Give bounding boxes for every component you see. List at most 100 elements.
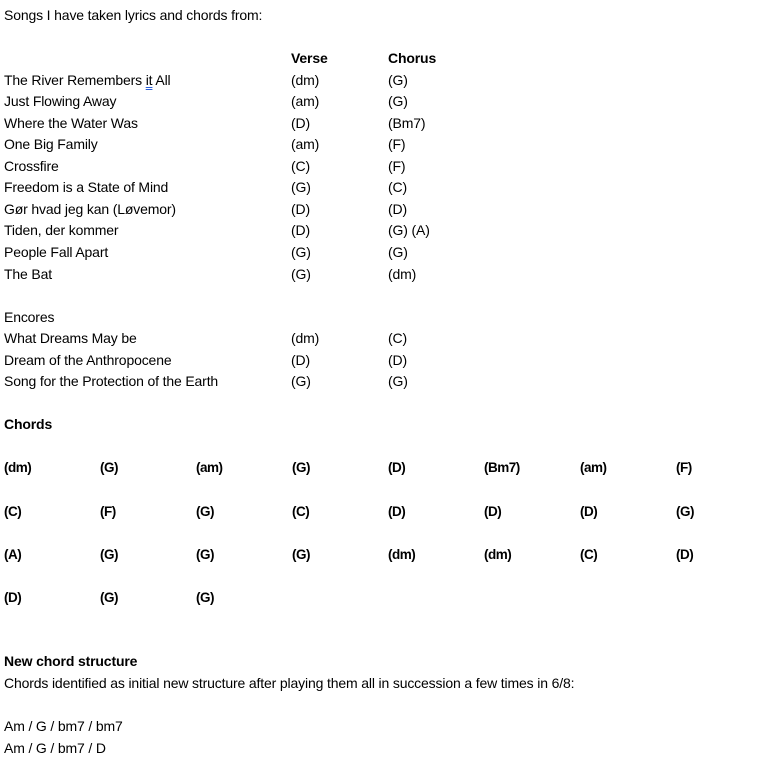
song-title: Tiden, der kommer [4,222,119,239]
verse-header: Verse [291,50,328,67]
song-title: Gør hvad jeg kan (Løvemor) [4,200,176,217]
verse-chord: (G) [291,179,311,196]
title-part: The River Remembers [4,71,146,88]
chord-cell: (dm) [388,546,416,562]
chord-cell: (am) [196,460,223,476]
verse-chord: (G) [291,265,311,282]
new-structure-heading: New chord structure [4,653,138,670]
chord-cell: (F) [676,460,692,476]
chorus-chord: (C) [388,179,407,196]
chorus-header: Chorus [388,50,437,67]
song-row: Gør hvad jeg kan (Løvemor) (D) (D) [4,199,776,221]
chord-cell: (C) [292,503,310,519]
song-row: Song for the Protection of the Earth (G) (… [4,371,776,393]
verse-chord: (D) [291,114,310,131]
verse-chord: (D) [291,222,310,239]
chord-cell: (am) [580,460,607,476]
chorus-chord: (F) [388,157,406,174]
chord-grid-row: (A) (G) (G) (G) (dm) (dm) (C) (D) [4,544,776,566]
chord-cell: (dm) [484,546,512,562]
song-row: Freedom is a State of Mind (G) (C) [4,177,776,199]
chords-heading: Chords [4,416,53,433]
chord-cell: (D) [484,503,502,519]
song-row: What Dreams May be (dm) (C) [4,328,776,350]
chord-cell: (G) [196,503,215,519]
chord-cell: (D) [388,460,406,476]
chorus-chord: (G) [388,71,408,88]
intro-text: Songs I have taken lyrics and chords fro… [4,7,263,23]
song-title: Crossfire [4,157,59,174]
chord-cell: (F) [100,503,116,519]
chord-cell: (dm) [4,460,32,476]
title-part: All [152,71,171,88]
verse-chord: (D) [291,351,310,368]
song-row: Tiden, der kommer (D) (G) (A) [4,220,776,242]
chorus-chord: (G) [388,93,408,110]
chorus-chord: (G) [388,373,408,390]
chord-grid-row: (dm) (G) (am) (G) (D) (Bm7) (am) (F) [4,457,776,479]
new-structure-description: Chords identified as initial new structu… [4,674,575,691]
song-title: One Big Family [4,136,98,153]
verse-chord: (G) [291,244,311,261]
verse-chord: (D) [291,200,310,217]
chord-cell: (C) [4,503,22,519]
chord-grid-row: (D) (G) (G) [4,587,776,609]
song-row: Just Flowing Away (am) (G) [4,91,776,113]
song-title: Just Flowing Away [4,93,117,110]
chord-cell: (G) [292,460,311,476]
chord-cell: (D) [580,503,598,519]
verse-chord: (C) [291,157,310,174]
song-title: The Bat [4,265,52,282]
spacer [4,565,776,587]
song-row: Crossfire (C) (F) [4,156,776,178]
chorus-chord: (C) [388,330,407,347]
chord-cell: (G) [292,546,311,562]
song-row: One Big Family (am) (F) [4,134,776,156]
song-row: Dream of the Anthropocene (D) (D) [4,350,776,372]
chord-cell: (D) [676,546,694,562]
chord-cell: (G) [100,460,119,476]
song-title: People Fall Apart [4,244,109,261]
song-title: Where the Water Was [4,114,138,131]
song-row: People Fall Apart (G) (G) [4,242,776,264]
chorus-chord: (D) [388,200,407,217]
song-row: The River Remembers it All (dm) (G) [4,70,776,92]
spacer [4,522,776,544]
column-headers: Verse Chorus [4,48,776,70]
chorus-chord: (Bm7) [388,114,426,131]
chord-cell: (Bm7) [484,460,520,476]
flagged-word: it [145,71,153,88]
chord-grid-row: (C) (F) (G) (C) (D) (D) (D) (G) [4,501,776,523]
verse-chord: (am) [291,93,320,110]
chord-cell: (D) [388,503,406,519]
chord-cell: (G) [100,546,119,562]
chorus-chord: (G) (A) [388,222,430,239]
verse-chord: (dm) [291,330,320,347]
chord-cell: (C) [580,546,598,562]
chord-cell: (G) [676,503,695,519]
verse-chord: (am) [291,136,320,153]
song-row: Where the Water Was (D) (Bm7) [4,113,776,135]
chord-cell: (D) [4,589,22,605]
song-row: The Bat (G) (dm) [4,264,776,286]
chord-cell: (G) [196,546,215,562]
structure-line: Am / G / bm7 / D [4,739,106,756]
song-title: Song for the Protection of the Earth [4,373,219,390]
song-title: Freedom is a State of Mind [4,179,169,196]
chord-cell: (G) [196,589,215,605]
chorus-chord: (D) [388,351,407,368]
chorus-chord: (dm) [388,265,417,282]
chord-cell: (G) [100,589,119,605]
structure-line: Am / G / bm7 / bm7 [4,718,123,735]
song-title: Dream of the Anthropocene [4,351,172,368]
chorus-chord: (G) [388,244,408,261]
chord-cell: (A) [4,546,22,562]
verse-chord: (G) [291,373,311,390]
song-title: The River Remembers it All [4,72,171,88]
spacer [4,479,776,501]
chorus-chord: (F) [388,136,406,153]
song-title: What Dreams May be [4,330,137,347]
encores-label: Encores [4,308,55,325]
verse-chord: (dm) [291,71,320,88]
